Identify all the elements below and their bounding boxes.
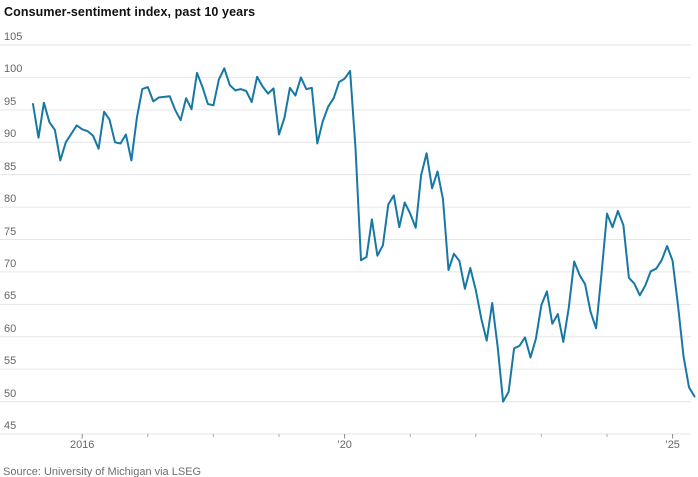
y-axis-label-90: 90 xyxy=(4,128,17,141)
x-axis-label-2025: ’25 xyxy=(665,439,680,451)
y-axis-label-100: 100 xyxy=(4,63,23,76)
y-axis-label-50: 50 xyxy=(4,387,17,400)
y-axis-label-60: 60 xyxy=(4,322,17,335)
y-axis-label-75: 75 xyxy=(4,225,17,238)
y-axis-label-55: 55 xyxy=(4,355,17,368)
x-axis-label-2016: 2016 xyxy=(69,439,95,451)
x-axis-label-2020: ’20 xyxy=(337,439,352,451)
y-axis-label-70: 70 xyxy=(4,257,17,270)
source-note: Source: University of Michigan via LSEG xyxy=(3,466,202,477)
y-axis-label-65: 65 xyxy=(4,290,17,303)
y-axis-label-45: 45 xyxy=(4,420,17,432)
y-axis-label-80: 80 xyxy=(4,193,17,206)
y-axis-label-85: 85 xyxy=(4,160,17,173)
sentiment-line-series xyxy=(32,67,696,403)
y-axis-label-95: 95 xyxy=(4,95,17,108)
chart-title: Consumer-sentiment index, past 10 years xyxy=(4,5,256,19)
y-axis-label-105: 105 xyxy=(4,31,23,43)
